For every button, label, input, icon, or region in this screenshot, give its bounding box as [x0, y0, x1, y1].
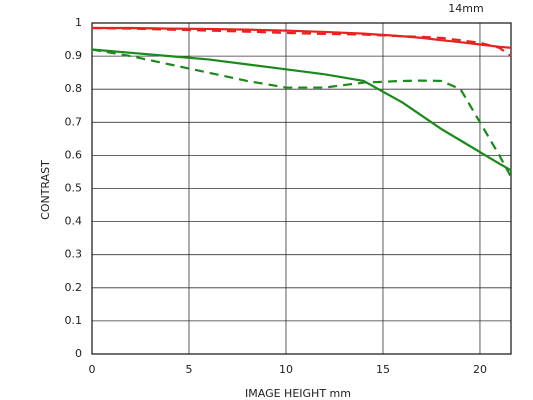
data-line — [91, 48, 512, 178]
x-tick-label: 10 — [279, 363, 293, 376]
data-line — [91, 26, 512, 57]
y-tick-label: 0.6 — [65, 148, 83, 161]
y-tick-label: 0.7 — [65, 115, 83, 128]
data-line — [92, 26, 512, 49]
y-tick-label: 0.3 — [65, 248, 83, 261]
data-line — [91, 48, 512, 172]
x-tick-label: 5 — [185, 363, 192, 376]
x-tick-label: 0 — [89, 363, 96, 376]
x-tick-label: 15 — [376, 363, 390, 376]
y-tick-label: 0.4 — [65, 215, 83, 228]
y-tick-label: 0.2 — [65, 281, 83, 294]
x-axis-label: IMAGE HEIGHT mm — [245, 387, 351, 400]
y-tick-label: 0.1 — [65, 314, 83, 327]
y-tick-label: 0 — [75, 347, 82, 360]
chart-title: 14mm — [448, 2, 483, 15]
y-tick-label: 0.9 — [65, 49, 83, 62]
plot-frame — [91, 22, 512, 355]
y-tick-label: 1 — [75, 16, 82, 29]
x-tick-label: 20 — [473, 363, 487, 376]
y-tick-label: 0.8 — [65, 82, 83, 95]
y-tick-label: 0.5 — [65, 182, 83, 195]
y-axis-label: CONTRAST — [39, 160, 52, 220]
